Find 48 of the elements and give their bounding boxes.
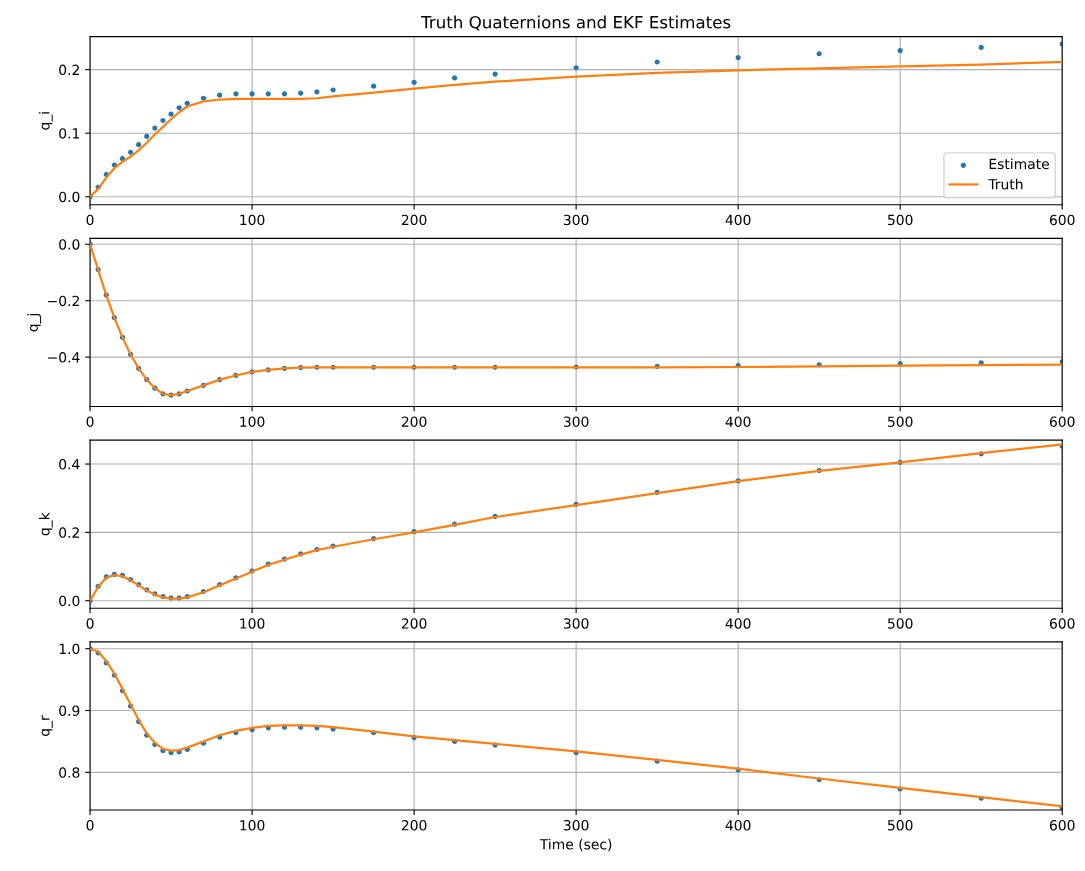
y-tick-label: 0.0 [59, 239, 80, 250]
y-tick-label: 0.2 [59, 64, 79, 76]
x-tick-label: 200 [401, 416, 427, 427]
y-tick-label: −0.4 [48, 352, 80, 363]
x-tick-label: 500 [888, 214, 913, 226]
x-tick-label: 500 [888, 820, 913, 831]
x-tick-label: 600 [1049, 618, 1075, 629]
y-tick-label: 0.8 [59, 767, 80, 778]
x-tick-label: 100 [240, 820, 265, 831]
x-axis-title: Time (sec) [539, 838, 612, 852]
x-tick-label: 500 [888, 618, 913, 629]
x-tick-label: 300 [563, 820, 589, 831]
x-tick-label: 0 [86, 618, 94, 629]
x-tick-label: 300 [563, 214, 589, 226]
y-tick-label: 0.2 [59, 527, 79, 538]
x-tick-label: 300 [563, 618, 589, 629]
x-tick-label: 600 [1049, 820, 1075, 831]
legend-label: Truth [988, 178, 1023, 190]
x-tick-label: 400 [725, 820, 751, 831]
legend-label: Estimate [989, 158, 1049, 170]
x-tick-label: 200 [401, 214, 427, 226]
x-tick-label: 400 [725, 416, 751, 427]
x-tick-label: 400 [725, 618, 751, 629]
x-tick-label: 0 [86, 214, 94, 226]
x-tick-label: 100 [240, 214, 265, 226]
y-axis-title: q_i [38, 112, 53, 130]
x-tick-label: 0 [86, 416, 94, 427]
x-tick-label: 100 [240, 416, 265, 427]
y-tick-label: 0.1 [59, 128, 80, 139]
y-tick-label: 0.4 [59, 459, 80, 470]
x-tick-label: 600 [1049, 416, 1075, 427]
y-tick-label: 1.0 [59, 643, 80, 655]
x-tick-label: 600 [1049, 214, 1075, 226]
y-axis-title: q_k [38, 512, 53, 536]
x-tick-label: 400 [725, 214, 751, 226]
x-tick-label: 500 [888, 416, 913, 427]
y-tick-label: −0.2 [48, 295, 79, 307]
y-tick-label: 0.0 [59, 191, 80, 203]
chart-title: Truth Quaternions and EKF Estimates [421, 15, 731, 31]
x-tick-label: 200 [401, 820, 427, 831]
x-tick-label: 0 [86, 820, 94, 831]
y-axis-title: q_j [27, 313, 42, 332]
x-tick-label: 100 [240, 618, 265, 629]
x-tick-label: 300 [563, 416, 589, 427]
x-tick-label: 200 [401, 618, 427, 629]
y-tick-label: 0.0 [59, 595, 80, 607]
y-axis-title: q_r [41, 715, 53, 736]
y-tick-label: 0.9 [59, 705, 80, 716]
